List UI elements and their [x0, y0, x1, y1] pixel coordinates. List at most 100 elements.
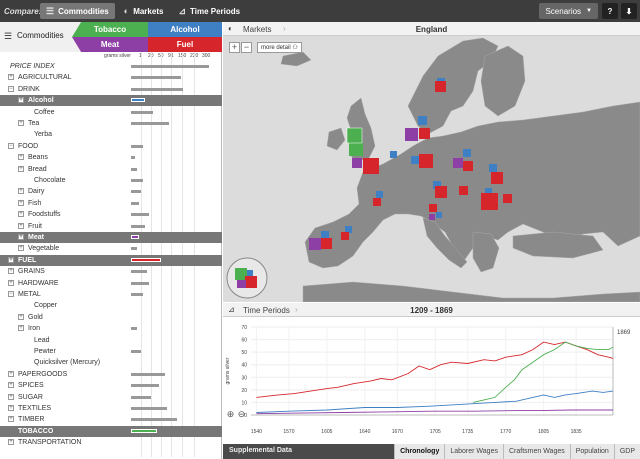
- market-marker[interactable]: [503, 194, 512, 203]
- tab-craftsmen-wages[interactable]: Craftsmen Wages: [502, 444, 570, 459]
- commodity-row[interactable]: + Alcohol: [0, 95, 222, 107]
- market-marker[interactable]: [390, 151, 397, 158]
- commodity-row[interactable]: Quicksilver (Mercury): [0, 357, 222, 368]
- expand-icon[interactable]: +: [18, 165, 24, 172]
- commodity-row[interactable]: − METAL: [0, 289, 222, 300]
- expand-icon[interactable]: +: [8, 268, 14, 275]
- expand-icon[interactable]: +: [18, 154, 24, 161]
- markets-map-panel[interactable]: ◐ Markets › England: [223, 22, 640, 302]
- commodity-row[interactable]: + PAPERGOODS: [0, 369, 222, 380]
- scenarios-dropdown[interactable]: Scenarios ▼: [539, 3, 598, 19]
- market-marker[interactable]: [418, 116, 427, 125]
- expand-icon[interactable]: +: [18, 325, 24, 332]
- market-marker[interactable]: [321, 231, 329, 239]
- commodity-row[interactable]: + Dairy: [0, 186, 222, 197]
- time-periods-tab-button[interactable]: ⊿ Time Periods: [172, 3, 246, 19]
- commodity-row[interactable]: + FUEL: [0, 254, 222, 266]
- commodity-row[interactable]: Copper: [0, 300, 222, 311]
- zoom-out-button[interactable]: −: [241, 42, 252, 53]
- expand-icon[interactable]: +: [18, 245, 24, 252]
- commodity-row[interactable]: Pewter: [0, 346, 222, 357]
- commodity-row[interactable]: + Gold: [0, 312, 222, 323]
- expand-icon[interactable]: +: [8, 405, 14, 411]
- market-marker[interactable]: [453, 158, 463, 168]
- expand-icon[interactable]: +: [18, 199, 24, 206]
- commodity-row[interactable]: + TIMBER: [0, 414, 222, 425]
- tab-chronology[interactable]: Chronology: [394, 444, 444, 459]
- commodity-row[interactable]: + Fish: [0, 198, 222, 209]
- market-marker[interactable]: [433, 181, 441, 189]
- commodity-row[interactable]: + TEXTILES: [0, 403, 222, 414]
- expand-icon[interactable]: +: [18, 120, 24, 126]
- market-marker[interactable]: [321, 238, 332, 249]
- collapse-icon[interactable]: −: [8, 142, 14, 149]
- commodity-row[interactable]: + AGRICULTURAL: [0, 72, 222, 83]
- market-markers[interactable]: [309, 78, 512, 250]
- commodity-row[interactable]: Chocolate: [0, 175, 222, 186]
- commodity-row[interactable]: + SPICES: [0, 380, 222, 391]
- expand-icon[interactable]: +: [8, 279, 14, 286]
- commodity-row[interactable]: TOBACCO: [0, 425, 222, 437]
- commodity-row[interactable]: + SUGAR: [0, 392, 222, 403]
- commodity-row[interactable]: + Beans: [0, 152, 222, 163]
- market-marker[interactable]: [376, 191, 383, 198]
- commodity-row[interactable]: + Bread: [0, 164, 222, 175]
- market-marker[interactable]: [491, 172, 503, 184]
- market-marker[interactable]: [435, 81, 446, 92]
- commodity-row[interactable]: + Tea: [0, 118, 222, 129]
- collapse-icon[interactable]: −: [8, 85, 14, 92]
- collapse-icon[interactable]: −: [8, 291, 14, 297]
- tab-gdp[interactable]: GDP: [613, 444, 640, 459]
- price-chart[interactable]: 0 10 20 30 40 50 60 70 1540 1570 1605 1640 1670 1705 1…: [223, 317, 640, 444]
- market-marker[interactable]: [459, 186, 468, 195]
- market-marker[interactable]: [463, 161, 473, 171]
- commodity-row[interactable]: + TRANSPORTATION: [0, 437, 222, 448]
- commodity-row[interactable]: + GRAINS: [0, 266, 222, 277]
- england-market-marker[interactable]: [346, 127, 363, 144]
- expand-icon[interactable]: +: [18, 188, 24, 195]
- commodity-row[interactable]: + Meat: [0, 232, 222, 243]
- market-marker[interactable]: [485, 188, 492, 195]
- market-marker[interactable]: [341, 232, 349, 240]
- markets-tab-button[interactable]: ◐ Markets: [118, 3, 170, 19]
- market-marker[interactable]: [489, 164, 497, 172]
- commodity-row[interactable]: Yerba: [0, 129, 222, 140]
- commodity-row[interactable]: + Foodstuffs: [0, 209, 222, 220]
- expand-icon[interactable]: +: [18, 313, 24, 320]
- market-marker[interactable]: [419, 154, 433, 168]
- market-marker[interactable]: [436, 212, 442, 218]
- zoom-in-button[interactable]: +: [229, 42, 240, 53]
- market-marker[interactable]: [309, 238, 321, 250]
- commodity-row[interactable]: Coffee: [0, 107, 222, 118]
- tab-laborer-wages[interactable]: Laborer Wages: [444, 444, 503, 459]
- market-marker[interactable]: [345, 226, 352, 233]
- market-marker[interactable]: [463, 149, 471, 157]
- market-marker[interactable]: [429, 214, 435, 220]
- expand-icon[interactable]: +: [8, 256, 14, 263]
- commodity-row[interactable]: + Fruit: [0, 221, 222, 232]
- expand-icon[interactable]: +: [8, 370, 14, 377]
- commodity-row[interactable]: + Vegetable: [0, 243, 222, 254]
- market-marker[interactable]: [481, 193, 498, 210]
- commodity-row[interactable]: + Iron: [0, 323, 222, 334]
- more-detail-button[interactable]: more detail ⚇: [257, 42, 302, 53]
- commodity-row[interactable]: Lead: [0, 335, 222, 346]
- expand-icon[interactable]: +: [18, 234, 24, 240]
- tag-fuel[interactable]: Fuel: [148, 37, 222, 52]
- market-marker[interactable]: [419, 128, 430, 139]
- commodity-row[interactable]: − DRINK: [0, 84, 222, 95]
- commodity-row[interactable]: − FOOD: [0, 141, 222, 152]
- expand-icon[interactable]: +: [8, 393, 14, 400]
- globe-minimap[interactable]: [226, 257, 268, 299]
- market-marker[interactable]: [373, 198, 381, 206]
- download-button[interactable]: ⬇: [621, 3, 637, 19]
- commodity-row[interactable]: PRICE INDEX: [0, 61, 222, 72]
- market-marker[interactable]: [435, 186, 447, 198]
- expand-icon[interactable]: +: [18, 211, 24, 218]
- tag-alcohol[interactable]: Alcohol: [148, 22, 222, 37]
- expand-icon[interactable]: +: [8, 382, 14, 389]
- expand-icon[interactable]: +: [18, 222, 24, 229]
- europe-map[interactable]: [223, 36, 640, 302]
- tag-meat[interactable]: Meat: [72, 37, 148, 52]
- commodities-tab-button[interactable]: ☰ Commodities: [40, 3, 115, 19]
